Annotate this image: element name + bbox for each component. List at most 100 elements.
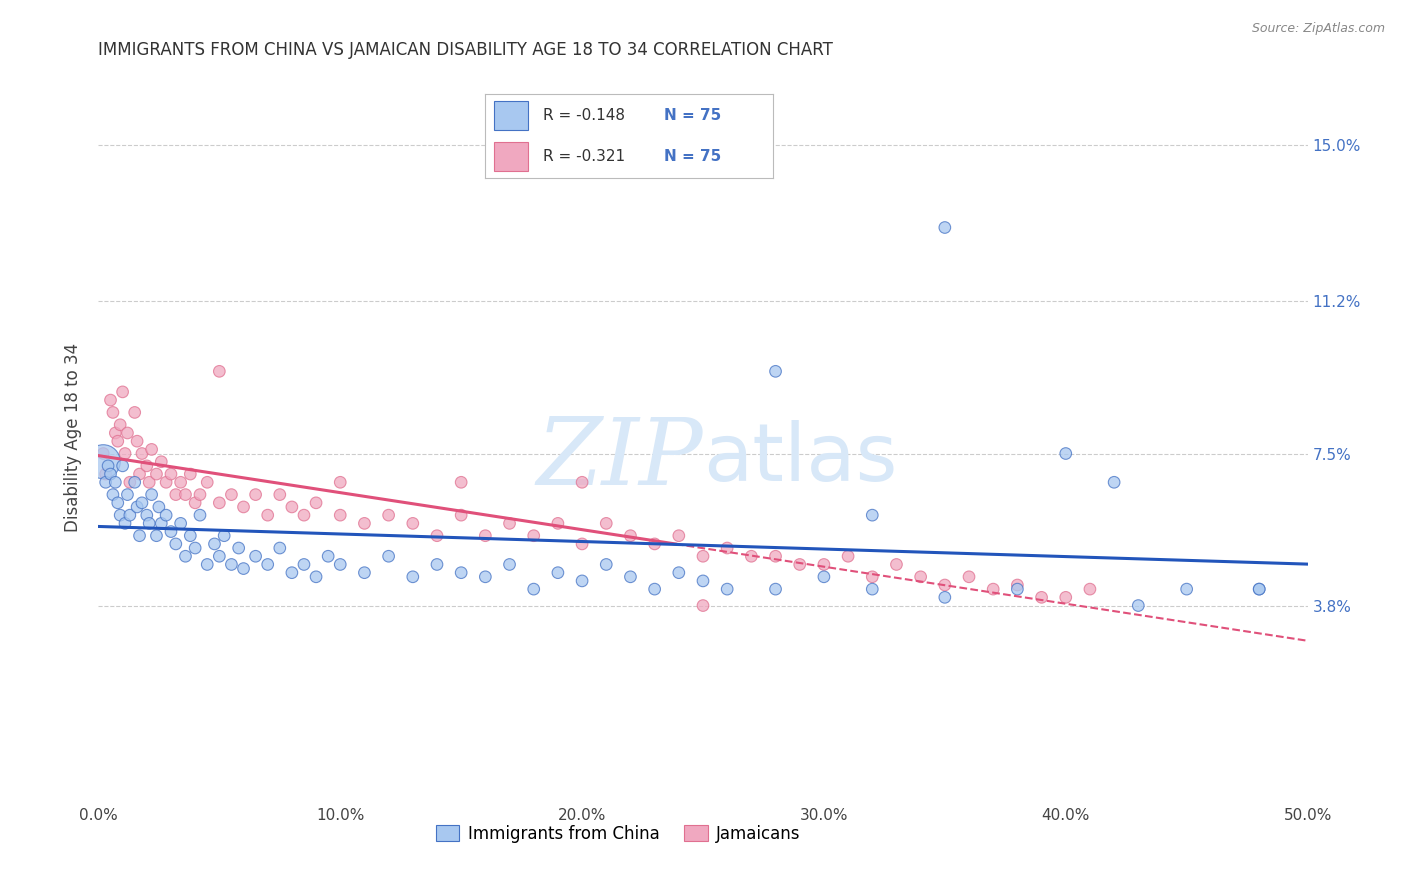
Point <box>256 558 278 572</box>
Point <box>1031 591 1053 605</box>
Y-axis label: Disability Age 18 to 34: Disability Age 18 to 34 <box>65 343 83 532</box>
Point <box>135 458 157 473</box>
Point <box>523 529 546 543</box>
Point <box>1078 582 1101 596</box>
Point <box>547 516 569 531</box>
Point <box>91 455 114 469</box>
Text: ZIP: ZIP <box>536 414 703 504</box>
FancyBboxPatch shape <box>494 142 529 170</box>
Point <box>765 582 787 596</box>
Point <box>135 508 157 523</box>
Point <box>111 384 134 399</box>
Point <box>101 487 124 501</box>
Point <box>165 487 187 501</box>
Point <box>692 599 714 613</box>
Point <box>1007 582 1029 596</box>
Point <box>1175 582 1198 596</box>
Point <box>160 524 183 539</box>
Legend: Immigrants from China, Jamaicans: Immigrants from China, Jamaicans <box>429 818 807 849</box>
Text: atlas: atlas <box>703 420 897 498</box>
Point <box>221 558 243 572</box>
Point <box>114 446 136 460</box>
Point <box>668 529 690 543</box>
Point <box>128 467 150 481</box>
Point <box>353 516 375 531</box>
Point <box>174 487 197 501</box>
Point <box>571 475 593 490</box>
Point <box>740 549 762 564</box>
Point <box>269 541 291 555</box>
Point <box>127 500 149 514</box>
Point <box>402 570 425 584</box>
Point <box>184 541 207 555</box>
Point <box>910 570 932 584</box>
Point <box>169 516 191 531</box>
Point <box>124 475 146 490</box>
Point <box>402 516 425 531</box>
Point <box>498 516 520 531</box>
Point <box>329 475 352 490</box>
Text: R = -0.321: R = -0.321 <box>543 149 624 164</box>
Point <box>281 500 304 514</box>
Point <box>305 496 328 510</box>
Point <box>692 574 714 588</box>
Point <box>474 529 496 543</box>
Point <box>789 558 811 572</box>
Point <box>256 508 278 523</box>
Point <box>97 458 120 473</box>
Point <box>981 582 1004 596</box>
Point <box>619 570 641 584</box>
Point <box>138 475 160 490</box>
Point <box>232 500 254 514</box>
Point <box>104 425 127 440</box>
Point <box>118 508 141 523</box>
Point <box>127 434 149 449</box>
Text: N = 75: N = 75 <box>664 108 721 123</box>
Point <box>155 508 177 523</box>
Point <box>644 582 666 596</box>
Point <box>117 425 139 440</box>
Point <box>245 487 267 501</box>
Point <box>165 537 187 551</box>
Point <box>111 458 134 473</box>
Text: R = -0.148: R = -0.148 <box>543 108 624 123</box>
Point <box>155 475 177 490</box>
Point <box>145 529 167 543</box>
Point <box>131 496 153 510</box>
Point <box>1249 582 1271 596</box>
Point <box>174 549 197 564</box>
Point <box>281 566 304 580</box>
Point <box>145 467 167 481</box>
Point <box>188 508 211 523</box>
Point <box>138 516 160 531</box>
Point <box>108 417 131 432</box>
Point <box>184 496 207 510</box>
Point <box>765 364 787 378</box>
Point <box>934 591 956 605</box>
Text: N = 75: N = 75 <box>664 149 721 164</box>
Point <box>150 455 173 469</box>
Point <box>118 475 141 490</box>
Point <box>1128 599 1150 613</box>
Point <box>934 220 956 235</box>
Point <box>160 467 183 481</box>
Point <box>150 516 173 531</box>
Point <box>1054 446 1077 460</box>
Point <box>668 566 690 580</box>
Point <box>195 558 218 572</box>
Text: Source: ZipAtlas.com: Source: ZipAtlas.com <box>1251 22 1385 36</box>
Point <box>692 549 714 564</box>
Point <box>269 487 291 501</box>
Point <box>100 467 122 481</box>
Point <box>765 549 787 564</box>
Point <box>716 582 738 596</box>
Point <box>450 475 472 490</box>
Point <box>204 537 226 551</box>
Point <box>221 487 243 501</box>
Point <box>131 446 153 460</box>
Point <box>179 467 201 481</box>
Point <box>934 578 956 592</box>
Point <box>305 570 328 584</box>
Point <box>450 508 472 523</box>
Point <box>450 566 472 580</box>
